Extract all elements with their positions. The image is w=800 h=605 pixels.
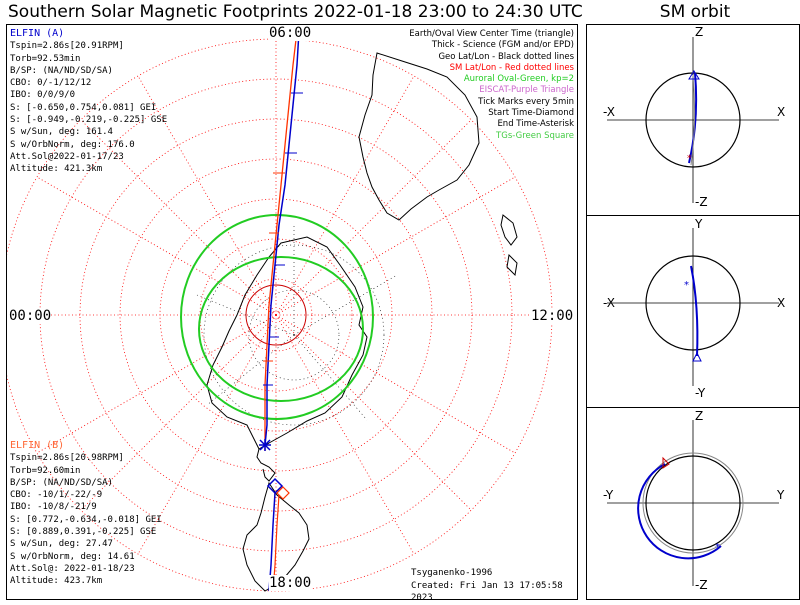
elfin-a-track <box>264 30 300 446</box>
elfin-a-line: Tspin=2.86s[20.91RPM] <box>10 41 124 52</box>
elfin-b-line: S w/Sun, deg: 27.47 <box>10 539 113 550</box>
legend-item: End Time-Asterisk <box>497 119 574 130</box>
axis-left-label: -X <box>603 296 615 310</box>
legend-item: TGs-Green Square <box>496 130 574 141</box>
elfin-a-tick-marks <box>263 92 303 386</box>
elfin-a-line: CBO: 0/-1/12/12 <box>10 78 92 89</box>
legend-item: Geo Lat/Lon - Black dotted lines <box>438 51 574 62</box>
legend-item: Thick - Science (FGM and/or EPD) <box>431 40 574 51</box>
axis-top-label: Y <box>695 217 703 231</box>
elfin-b-line: Torb=92.60min <box>10 465 81 476</box>
orbit-trace-xy <box>690 265 699 357</box>
svg-text:*: * <box>715 542 720 553</box>
elfin-b-line: S: [0.889,0.391,-0.225] GSE <box>10 527 157 538</box>
elfin-b-line: IBO: -10/8/-21/9 <box>10 502 97 513</box>
elfin-a-line: S w/OrbNorm, deg: 176.0 <box>10 139 135 150</box>
legend-item: EISCAT-Purple Triangle <box>479 85 574 96</box>
svg-text:*: * <box>687 154 692 164</box>
elfin-a-line: S: [-0.949,-0.219,-0.225] GSE <box>10 115 168 126</box>
map-credits: Tsyganenko-1996 Created: Fri Jan 13 17:0… <box>411 567 577 605</box>
elfin-b-tick-marks <box>263 172 285 362</box>
axis-bottom-label: -Y <box>695 386 706 400</box>
elfin-b-line: S w/OrbNorm, deg: 14.61 <box>10 551 135 562</box>
axis-top-label: Z <box>695 409 704 423</box>
orbit-trace-xz <box>688 72 698 164</box>
clock-label-right: 12:00 <box>531 308 574 324</box>
elfin-b-line: S: [0.772,-0.634,-0.018] GEI <box>10 514 162 525</box>
elfin-a-line: IBO: 0/0/9/0 <box>10 90 76 101</box>
clock-label-top: 06:00 <box>269 25 312 41</box>
elfin-a-line: Torb=92.53min <box>10 53 81 64</box>
elfin-b-line: Tspin=2.86s[20.98RPM] <box>10 453 124 464</box>
sm-orbit-panel-xz: * Z -Z -X X <box>586 24 800 216</box>
elfin-a-line: S w/Sun, deg: 161.4 <box>10 127 113 138</box>
elfin-a-line: B/SP: (NA/ND/SD/SA) <box>10 65 113 76</box>
elfin-b-line: CBO: -10/1/-22/-9 <box>10 490 103 501</box>
sm-orbit-panel-yz: * Z -Z -Y Y <box>586 407 800 600</box>
legend-item: Start Time-Diamond <box>488 108 574 119</box>
elfin-a-line: S: [-0.650,0.754,0.081] GEI <box>10 102 157 113</box>
orbit-trace-xz-b <box>690 74 696 166</box>
elfin-b-line: B/SP: (NA/ND/SD/SA) <box>10 477 113 488</box>
elfin-b-info: ELFIN (B) Tspin=2.86s[20.98RPM] Torb=92.… <box>10 440 162 588</box>
axis-right-label: X <box>777 105 786 119</box>
elfin-b-line: Att.Sol@: 2022-01-18/23 <box>10 563 135 574</box>
elfin-b-track <box>264 30 298 451</box>
end-time-asterisk <box>259 439 271 451</box>
new-zealand-coastline <box>500 214 518 277</box>
sm-orbit-title: SM orbit <box>659 2 731 22</box>
axis-top-label: Z <box>695 25 704 39</box>
legend-item: Earth/Oval View Center Time (triangle) <box>409 29 574 39</box>
start-time-diamond-a <box>266 477 284 495</box>
axis-bottom-label: -Z <box>695 578 708 592</box>
sm-orbit-yz: * <box>607 420 779 586</box>
svg-text:*: * <box>684 280 689 291</box>
start-time-diamond-b <box>276 486 290 500</box>
legend-item: Tick Marks every 5min <box>478 96 574 107</box>
elfin-b-line: Altitude: 423.7km <box>10 576 103 587</box>
geo-latlon-grid <box>196 225 398 426</box>
sm-longitude-grid <box>7 39 552 591</box>
sm-orbit-xz: * <box>607 37 779 203</box>
axis-left-label: -X <box>603 105 615 119</box>
elfin-b-name: ELFIN (B) <box>10 440 65 451</box>
antarctica-coastline <box>206 236 368 450</box>
clock-label-left: 00:00 <box>9 308 52 324</box>
map-legend: Earth/Oval View Center Time (triangle) T… <box>409 29 574 142</box>
legend-item: SM Lat/Lon - Red dotted lines <box>449 62 574 73</box>
elfin-a-line: Altitude: 421.3km <box>10 164 103 175</box>
auroral-oval <box>180 214 374 420</box>
elfin-a-name: ELFIN (A) <box>10 28 65 39</box>
axis-left-label: -Y <box>603 488 614 502</box>
australia-coastline <box>358 52 480 221</box>
model-credit: Tsyganenko-1996 <box>411 568 493 578</box>
clock-label-bottom: 18:00 <box>269 575 312 591</box>
axis-bottom-label: -Z <box>695 195 708 209</box>
orbit-trace-yz-b <box>642 452 744 554</box>
sm-inner-circle <box>245 284 307 346</box>
axis-right-label: X <box>777 296 786 310</box>
elfin-a-line: Att.Sol@2022-01-17/23 <box>10 151 124 162</box>
page-title: Southern Solar Magnetic Footprints 2022-… <box>8 2 583 22</box>
elfin-a-info: ELFIN (A) Tspin=2.86s[20.91RPM] Torb=92.… <box>10 28 167 176</box>
sm-orbit-xy: * <box>607 228 779 386</box>
footprint-map-panel: 06:00 00:00 12:00 18:00 ELFIN (A) Tspin=… <box>6 24 578 603</box>
axis-right-label: Y <box>777 488 785 502</box>
orbit-trace-yz <box>637 463 722 560</box>
created-timestamp: Created: Fri Jan 13 17:05:58 2023 <box>411 580 563 604</box>
legend-item: Auroral Oval-Green, kp=2 <box>463 74 574 85</box>
antarctic-peninsula <box>256 448 276 482</box>
sm-orbit-panel-xy: * Y -Y -X X <box>586 215 800 408</box>
